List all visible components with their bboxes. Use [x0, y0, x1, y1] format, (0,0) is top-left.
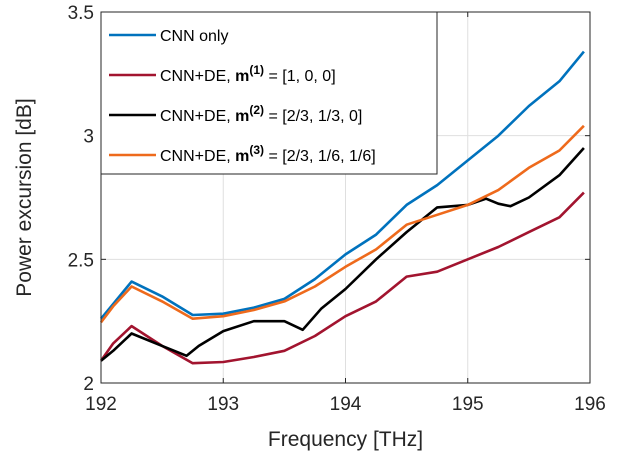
series-line-1 — [99, 50, 585, 320]
legend-label: CNN+DE, m(1) = [1, 0, 0] — [160, 63, 336, 85]
y-tick-label: 3.5 — [68, 3, 94, 24]
legend-label: CNN only — [160, 28, 228, 45]
tick-labels: 192 193 194 195 196 2 2.5 3 3.5 — [68, 3, 606, 415]
legend-text-prefix: CNN+DE, — [160, 148, 235, 165]
legend-text-suffix: = [1, 0, 0] — [264, 68, 336, 85]
legend-label: CNN+DE, m(2) = [2/3, 1/3, 0] — [160, 103, 362, 125]
legend-text-symbol: m — [235, 148, 249, 165]
legend-item-1: CNN only — [109, 28, 228, 45]
y-axis-label: Power excursion [dB] — [13, 98, 36, 296]
legend-text-suffix: = [2/3, 1/6, 1/6] — [264, 148, 376, 165]
x-tick-label: 195 — [452, 394, 484, 415]
series-group — [99, 50, 585, 365]
legend-item-2: CNN+DE, m(1) = [1, 0, 0] — [109, 63, 336, 85]
legend-text-prefix: CNN+DE, — [160, 68, 235, 85]
y-tick-label: 2.5 — [68, 250, 94, 271]
legend-text-superscript: (2) — [249, 103, 264, 117]
legend-text-suffix: = [2/3, 1/3, 0] — [264, 108, 362, 125]
x-tick-label: 192 — [85, 394, 117, 415]
x-tick-label: 194 — [330, 394, 362, 415]
legend-box — [100, 11, 438, 175]
series-line-4 — [99, 124, 585, 324]
x-axis-label: Frequency [THz] — [268, 428, 423, 451]
legend-label: CNN+DE, m(3) = [2/3, 1/6, 1/6] — [160, 143, 376, 165]
legend-text-symbol: m — [235, 108, 249, 125]
y-tick-label: 3 — [83, 127, 94, 148]
legend-text-superscript: (1) — [249, 63, 264, 77]
legend-text-symbol: m — [235, 68, 249, 85]
series-line-3 — [100, 147, 585, 362]
x-tick-label: 196 — [574, 394, 606, 415]
legend-item-3: CNN+DE, m(2) = [2/3, 1/3, 0] — [109, 103, 362, 125]
legend-text-prefix: CNN+DE, — [160, 108, 235, 125]
legend-text-superscript: (3) — [249, 143, 264, 157]
legend-text-prefix: CNN only — [160, 28, 228, 45]
y-tick-label: 2 — [83, 374, 94, 395]
x-tick-label: 193 — [207, 394, 239, 415]
legend-item-4: CNN+DE, m(3) = [2/3, 1/6, 1/6] — [109, 143, 376, 165]
